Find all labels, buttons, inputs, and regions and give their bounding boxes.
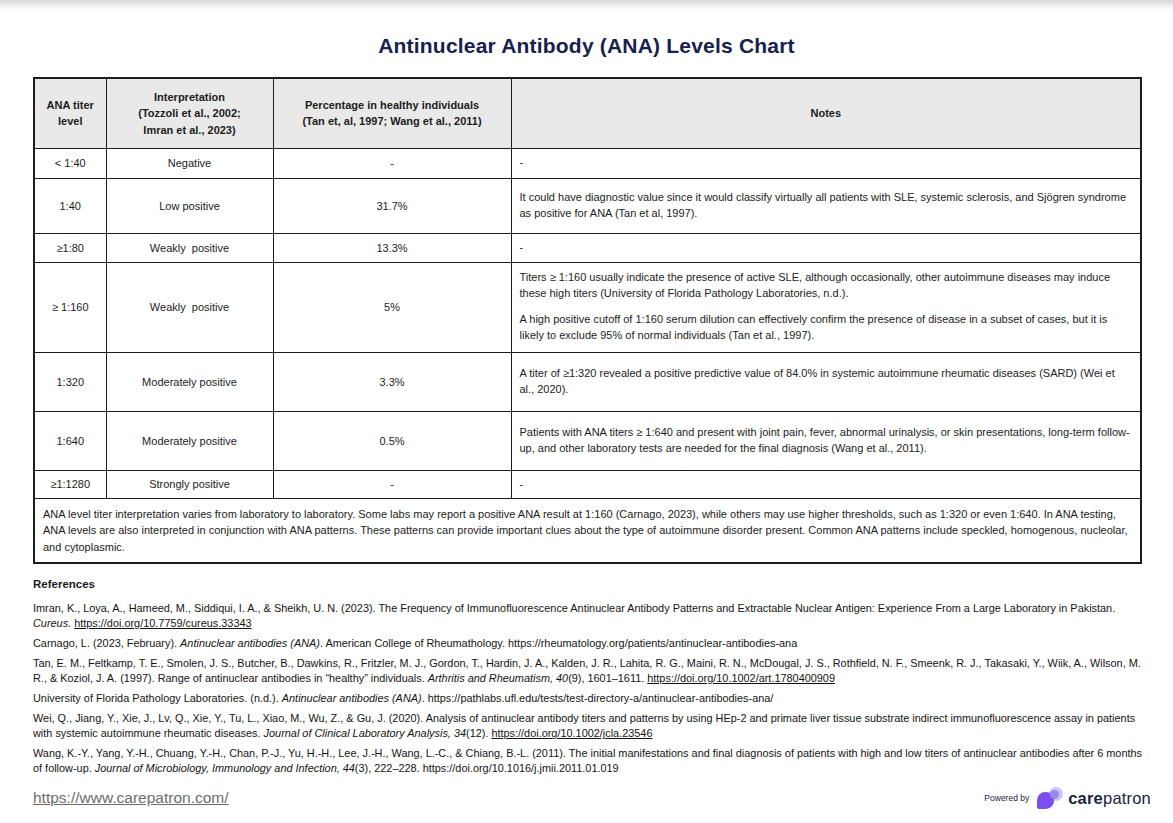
interpretation-cell: Moderately positive [106, 352, 273, 411]
doi-link[interactable]: https://doi.org/10.7759/cureus.33343 [74, 617, 251, 629]
titer-cell: 1:640 [34, 411, 106, 470]
note-paragraph: Patients with ANA titers ≥ 1:640 and pre… [520, 425, 1133, 457]
note-paragraph: - [520, 155, 1133, 171]
journal-title: Cureus [33, 617, 68, 629]
notes-cell: Titers ≥ 1:160 usually indicate the pres… [511, 262, 1141, 352]
interpretation-cell: Weakly positive [106, 233, 273, 262]
percentage-cell: 0.5% [273, 411, 511, 470]
table-row: 1:40Low positive31.7% It could have diagn… [34, 178, 1141, 233]
reference-text: Imran, K., Loya, A., Hameed, M., Siddiqu… [33, 602, 1115, 614]
reference-text: (12). [466, 727, 491, 739]
references-list: Imran, K., Loya, A., Hameed, M., Siddiqu… [33, 601, 1143, 776]
titer-cell: ≥1:1280 [34, 470, 106, 499]
interpretation-cell: Low positive [106, 178, 273, 233]
journal-title: Antinuclear antibodies (ANA) [282, 692, 422, 704]
journal-title: Journal of Microbiology, Immunology and … [95, 762, 355, 774]
notes-cell: - [511, 470, 1141, 499]
doi-link[interactable]: https://doi.org/10.1002/jcla.23546 [491, 727, 652, 739]
carepatron-url-link[interactable]: https://www.carepatron.com/ [33, 789, 229, 807]
doi-link[interactable]: https://doi.org/10.1002/art.1780400909 [647, 672, 835, 684]
carepatron-wordmark: carepatron [1068, 789, 1151, 808]
table-row: 1:640Moderately positive0.5% Patients wit… [34, 411, 1141, 470]
reference-text: (9), 1601–1611. [568, 672, 647, 684]
column-header: Notes [511, 78, 1141, 148]
table-body: < 1:40Negative--1:40Low positive31.7%It … [34, 148, 1141, 499]
note-paragraph: - [520, 477, 1133, 493]
reference-text: . American College of Rheumathology. htt… [320, 637, 797, 649]
percentage-cell: 3.3% [273, 352, 511, 411]
powered-by-badge: Powered by carepatron [984, 787, 1151, 809]
column-header: ANA titerlevel [34, 78, 106, 148]
titer-cell: 1:320 [34, 352, 106, 411]
note-paragraph: It could have diagnostic value since it … [520, 190, 1133, 222]
table-footnote-row: ANA level titer interpretation varies fr… [34, 499, 1141, 563]
page-title: Antinuclear Antibody (ANA) Levels Chart [33, 0, 1140, 58]
note-paragraph: Titers ≥ 1:160 usually indicate the pres… [520, 270, 1133, 302]
titer-cell: ≥ 1:160 [34, 262, 106, 352]
table-footnote: ANA level titer interpretation varies fr… [34, 499, 1141, 563]
journal-title: Antinuclear antibodies (ANA) [180, 637, 320, 649]
note-paragraph: - [520, 240, 1133, 256]
wordmark-patron: patron [1103, 789, 1151, 807]
ana-levels-table: ANA titerlevelInterpretation(Tozzoli et … [33, 77, 1142, 564]
table-row: ≥1:80Weakly positive13.3%- [34, 233, 1141, 262]
titer-cell: < 1:40 [34, 148, 106, 178]
page-footer: https://www.carepatron.com/ Powered by c… [33, 787, 1151, 809]
table-row: ≥ 1:160Weakly positive5% Titers ≥ 1:160 u… [34, 262, 1141, 352]
note-paragraph: A titer of ≥1:320 revealed a positive pr… [520, 366, 1133, 398]
journal-title: Arthritis and Rheumatism, 40 [428, 672, 568, 684]
percentage-cell: 5% [273, 262, 511, 352]
reference-text: Carnago, L. (2023, February). [33, 637, 180, 649]
journal-title: Journal of Clinical Laboratory Analysis,… [264, 727, 466, 739]
reference-item: Wang, K.-Y., Yang, Y.-H., Chuang, Y.-H.,… [33, 746, 1143, 776]
percentage-cell: - [273, 148, 511, 178]
reference-text: . https://pathlabs.ufl.edu/tests/test-di… [422, 692, 774, 704]
reference-item: Carnago, L. (2023, February). Antinuclea… [33, 636, 1143, 651]
reference-item: University of Florida Pathology Laborato… [33, 691, 1143, 706]
reference-item: Tan, E. M., Feltkamp, T. E., Smolen, J. … [33, 656, 1143, 686]
reference-item: Imran, K., Loya, A., Hameed, M., Siddiqu… [33, 601, 1143, 631]
references-heading: References [33, 578, 1143, 590]
note-paragraph: A high positive cutoff of 1:160 serum di… [520, 312, 1133, 344]
reference-text: (3), 222–228. https://doi.org/10.1016/j.… [355, 762, 619, 774]
wordmark-care: care [1068, 789, 1103, 807]
notes-cell: Patients with ANA titers ≥ 1:640 and pre… [511, 411, 1141, 470]
notes-cell: A titer of ≥1:320 revealed a positive pr… [511, 352, 1141, 411]
notes-cell: - [511, 233, 1141, 262]
powered-by-label: Powered by [984, 793, 1029, 803]
table-header-row: ANA titerlevelInterpretation(Tozzoli et … [34, 78, 1141, 148]
interpretation-cell: Weakly positive [106, 262, 273, 352]
references-section: References Imran, K., Loya, A., Hameed, … [33, 578, 1143, 776]
reference-item: Wei, Q., Jiang, Y., Xie, J., Lv, Q., Xie… [33, 711, 1143, 741]
reference-text: University of Florida Pathology Laborato… [33, 692, 282, 704]
notes-cell: - [511, 148, 1141, 178]
column-header: Percentage in healthy individuals(Tan et… [273, 78, 511, 148]
table-row: ≥1:1280Strongly positive-- [34, 470, 1141, 499]
percentage-cell: - [273, 470, 511, 499]
percentage-cell: 13.3% [273, 233, 511, 262]
titer-cell: ≥1:80 [34, 233, 106, 262]
interpretation-cell: Strongly positive [106, 470, 273, 499]
notes-cell: It could have diagnostic value since it … [511, 178, 1141, 233]
interpretation-cell: Negative [106, 148, 273, 178]
interpretation-cell: Moderately positive [106, 411, 273, 470]
table-row: < 1:40Negative-- [34, 148, 1141, 178]
column-header: Interpretation(Tozzoli et al., 2002;Imra… [106, 78, 273, 148]
document-page: Antinuclear Antibody (ANA) Levels Chart … [0, 0, 1173, 823]
percentage-cell: 31.7% [273, 178, 511, 233]
titer-cell: 1:40 [34, 178, 106, 233]
carepatron-logo-icon [1037, 787, 1063, 809]
table-row: 1:320Moderately positive3.3% A titer of ≥… [34, 352, 1141, 411]
carepatron-logo: carepatron [1037, 787, 1151, 809]
